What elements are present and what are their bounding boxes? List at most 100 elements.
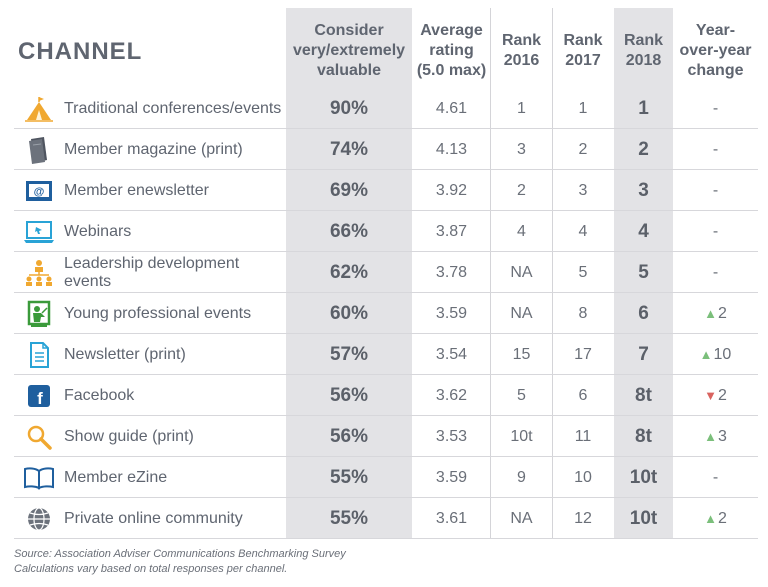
rank-2018: 8t: [614, 375, 673, 416]
book-icon: [22, 463, 56, 493]
rank-2018: 8t: [614, 416, 673, 457]
facebook-icon: f: [22, 381, 56, 411]
column-divider: [490, 498, 491, 539]
yoy-change: -: [713, 223, 718, 241]
channel-name: Traditional conferences/events: [64, 99, 282, 117]
average-rating: 3.53: [435, 427, 468, 445]
rank-2017: 17: [574, 345, 592, 363]
yoy-change: -: [713, 100, 718, 118]
column-divider: [552, 211, 553, 252]
average-rating: 3.61: [435, 509, 468, 527]
rank-2016: 3: [517, 140, 526, 158]
rank-2018: 3: [614, 170, 673, 211]
up-arrow-icon: ▲: [704, 429, 717, 444]
yoy-change: -: [713, 469, 718, 487]
rank-2017: 10: [574, 468, 592, 486]
rank-2016: 15: [512, 345, 531, 363]
yoy-change-cell: ▲ 10: [673, 334, 758, 375]
rank-2017: 2: [578, 140, 588, 158]
table-row: Traditional conferences/events 90% 4.61 1 1 1…: [0, 88, 768, 129]
average-rating: 3.62: [435, 386, 468, 404]
column-divider: [490, 211, 491, 252]
up-arrow-icon: ▲: [704, 511, 717, 526]
row-divider: [14, 169, 758, 170]
channel-name: Private online community: [64, 509, 243, 527]
row-divider: [14, 456, 758, 457]
yoy-change-value: 2: [717, 509, 727, 527]
rank-2018: 1: [614, 88, 673, 129]
column-divider: [552, 416, 553, 457]
yoy-change-cell: -: [673, 457, 758, 498]
valuable-percent: 55%: [286, 457, 412, 498]
rank-2017: 1: [578, 99, 588, 117]
magazine-icon: [22, 135, 56, 165]
channel-name: Member magazine (print): [64, 140, 243, 158]
valuable-percent: 74%: [286, 129, 412, 170]
down-arrow-icon: ▼: [704, 388, 717, 403]
row-divider: [14, 538, 758, 539]
globe-icon: [22, 504, 56, 534]
table-row: Leadership development events 62% 3.78 NA 5 5…: [0, 252, 768, 293]
column-divider: [552, 375, 553, 416]
valuable-percent: 56%: [286, 375, 412, 416]
rank-2016: 9: [517, 468, 526, 486]
channel-name: Newsletter (print): [64, 345, 186, 363]
yoy-change-cell: ▲ 2: [673, 293, 758, 334]
channel-header: CHANNEL: [18, 38, 143, 65]
table-row: Webinars 66% 3.87 4 4 4 -: [0, 211, 768, 252]
header-divider: [552, 8, 553, 94]
yoy-change-value: 10: [713, 345, 732, 363]
row-divider: [14, 497, 758, 498]
yoy-change-value: -: [712, 99, 719, 117]
average-rating: 3.87: [435, 222, 468, 240]
channel-name: Webinars: [64, 222, 132, 240]
rank-2017: 3: [578, 181, 588, 199]
rank-2016: NA: [510, 509, 533, 527]
rank-2016: 1: [517, 99, 526, 117]
row-divider: [14, 292, 758, 293]
table-header: CHANNEL Consider very/extremely valuable…: [0, 8, 768, 94]
valuable-percent: 66%: [286, 211, 412, 252]
rank-2017: 4: [578, 222, 588, 240]
yoy-change: -: [713, 141, 718, 159]
yoy-change: ▲ 2: [704, 510, 727, 528]
rank-2016: 10t: [510, 427, 533, 445]
rank-2018: 2: [614, 129, 673, 170]
rank-2017: 11: [574, 427, 592, 445]
header-divider: [490, 8, 491, 94]
column-divider: [552, 457, 553, 498]
rank-2018: 10t: [614, 498, 673, 539]
column-divider: [490, 375, 491, 416]
yoy-change-cell: -: [673, 88, 758, 129]
rank-2016: 2: [517, 181, 526, 199]
column-divider: [490, 170, 491, 211]
laptop-icon: [22, 217, 56, 247]
valuable-percent: 69%: [286, 170, 412, 211]
table-row: Newsletter (print) 57% 3.54 15 17 7 ▲ 10: [0, 334, 768, 375]
rank-2018: 4: [614, 211, 673, 252]
rank-2017-header: Rank 2017: [563, 32, 603, 69]
column-divider: [552, 334, 553, 375]
table-row: Show guide (print) 56% 3.53 10t 11 8t ▲ 3: [0, 416, 768, 457]
row-divider: [14, 251, 758, 252]
rating-header: Average rating (5.0 max): [416, 22, 487, 79]
column-divider: [552, 498, 553, 539]
valuable-percent: 57%: [286, 334, 412, 375]
column-divider: [490, 252, 491, 293]
yoy-change: ▼ 2: [704, 387, 727, 405]
channel-name: Facebook: [64, 386, 135, 404]
valuable-percent: 55%: [286, 498, 412, 539]
column-divider: [490, 334, 491, 375]
yoy-change-cell: -: [673, 170, 758, 211]
rank-2016: 5: [517, 386, 526, 404]
yoy-change-cell: -: [673, 211, 758, 252]
average-rating: 4.13: [435, 140, 468, 158]
column-divider: [552, 170, 553, 211]
table-row: @ Member enewsletter 69% 3.92 2 3 3 -: [0, 170, 768, 211]
yoy-change: ▲ 10: [700, 346, 732, 364]
rank-2017: 8: [578, 304, 588, 322]
yoy-change-value: -: [712, 140, 719, 158]
column-divider: [552, 88, 553, 129]
rank-2017: 6: [578, 386, 588, 404]
table-row: Member eZine 55% 3.59 9 10 10t -: [0, 457, 768, 498]
